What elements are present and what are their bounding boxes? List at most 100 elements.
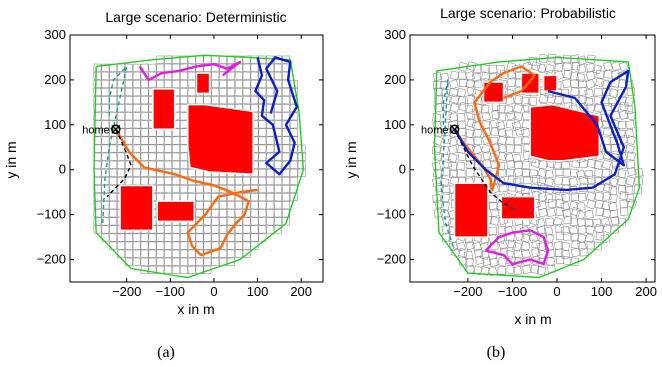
cell [101,63,110,72]
cell [274,112,282,121]
cell [439,72,450,83]
cell [140,104,149,113]
cell [504,129,514,139]
cell [124,104,133,113]
cell [497,168,507,178]
cell [585,78,596,90]
cell [250,225,259,234]
obstacle-6 [500,195,536,220]
cell [466,168,475,177]
cell [93,79,102,89]
cell [281,95,291,105]
cell [203,96,212,105]
cell [617,176,627,187]
cell [179,128,188,137]
cell [171,128,181,137]
cell [506,265,515,274]
cell [101,193,110,202]
cell [273,87,283,97]
cell [203,233,212,242]
cell [471,121,482,131]
cell [608,186,617,195]
cell [266,136,275,145]
cell [576,64,587,74]
panel-b: −200 −100 0 100 200 −200 −100 0 100 200 300 Large … [343,5,657,327]
cell [569,168,579,178]
cell [464,104,474,114]
cell [93,225,102,234]
cell [116,241,126,250]
cell [466,111,476,121]
cell [124,176,133,186]
cell [171,265,181,275]
cell [289,120,298,129]
x-tick-label: 200 [290,284,312,299]
cell [132,79,141,89]
cell [124,241,133,250]
cell [93,112,102,121]
cell [187,79,196,89]
cell [211,257,220,266]
cell [101,168,110,178]
cell [266,209,275,218]
cell [132,71,141,81]
cell [234,95,243,105]
home-marker-cross [111,124,121,134]
cell [449,175,460,186]
cell [234,201,243,210]
cell [624,144,635,155]
x-axis-label-b: x in m [514,311,551,327]
cell [132,96,141,105]
cell [179,136,188,145]
cell [140,120,149,129]
cell [242,71,251,81]
cell [179,160,188,169]
cell [195,55,204,64]
cell [266,201,275,210]
cell [465,136,474,146]
y-axis-label-a: y in m [3,141,19,178]
cell [602,191,612,201]
cell [560,241,571,252]
cell [101,201,110,210]
cell [93,104,102,113]
cell [148,160,157,169]
cell [442,216,452,226]
cell [593,103,604,113]
path-blue [254,56,299,176]
cell [211,176,220,186]
cell [441,95,451,105]
cell [592,218,602,228]
cell [234,249,243,258]
cell [281,120,290,129]
cell [187,265,196,275]
cell [513,160,523,170]
cell [577,192,587,202]
cell [466,61,477,71]
cell [211,71,220,80]
obstacle-5 [453,182,489,238]
cell [234,241,243,250]
cell [258,225,267,234]
cell [242,79,251,89]
cell [101,225,110,234]
cell [531,239,541,249]
cell [250,71,259,81]
cell [626,110,636,121]
cell [514,95,523,104]
cell [281,193,290,202]
cell [179,120,188,129]
cell [626,166,637,177]
cell [611,61,622,72]
cell [117,104,125,113]
cell [172,176,180,185]
cell [489,215,500,226]
cell [156,160,165,169]
cell [101,96,110,105]
cell [148,241,157,250]
cell [491,102,501,111]
cell [226,71,236,81]
cell [281,168,290,177]
cell [258,95,267,105]
cell [187,71,196,80]
